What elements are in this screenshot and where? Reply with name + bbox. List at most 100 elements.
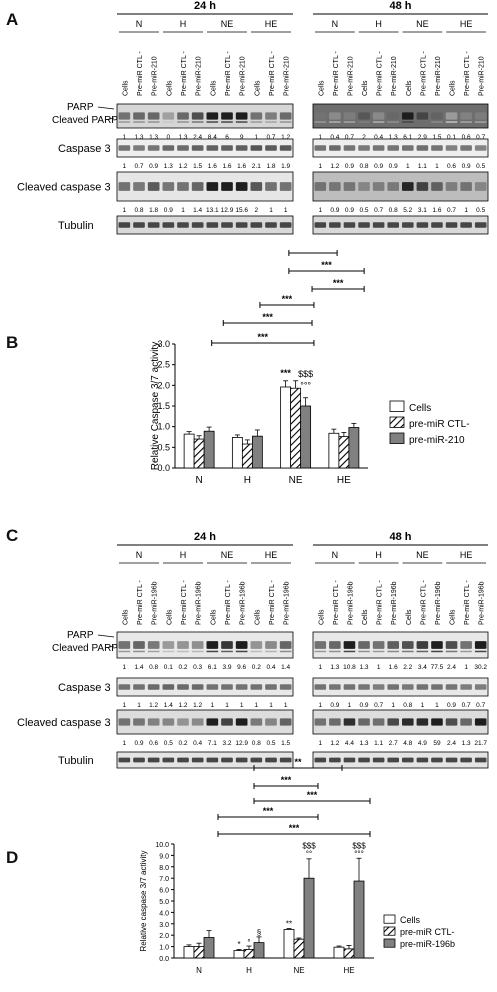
bar-0 bbox=[233, 950, 245, 959]
band-caspase3 bbox=[329, 145, 341, 151]
row-label-cleaved-caspase3: Cleaved caspase 3 bbox=[17, 717, 111, 729]
quant-value-cleaved_caspase3: 0.9 bbox=[164, 207, 173, 214]
row-label-tubulin: Tubulin bbox=[58, 755, 94, 767]
significance-label: *** bbox=[333, 278, 344, 288]
quant-value-cleaved_caspase3: 15.6 bbox=[235, 207, 248, 214]
band-cleaved-parp bbox=[445, 650, 458, 653]
lane-label: Pre-miR-196b bbox=[391, 581, 398, 625]
lane-label: Pre-miR-210 bbox=[479, 56, 486, 96]
band-cleaved_caspase3 bbox=[177, 182, 189, 191]
band-parp bbox=[445, 112, 458, 120]
quant-value-caspase3: 0.7 bbox=[462, 702, 471, 709]
legend-swatch bbox=[389, 432, 405, 444]
band-cleaved_caspase3 bbox=[265, 718, 277, 726]
band-caspase3 bbox=[162, 145, 175, 151]
band-cleaved_caspase3 bbox=[250, 718, 263, 726]
band-cleaved-parp bbox=[329, 121, 341, 123]
quant-value-cleaved_caspase3: 1 bbox=[123, 740, 127, 747]
band-cleaved_caspase3 bbox=[402, 182, 414, 191]
panel-label-c: C bbox=[6, 526, 19, 545]
band-cleaved_caspase3 bbox=[343, 718, 356, 726]
band-caspase3 bbox=[460, 684, 472, 690]
significance-label: *** bbox=[262, 312, 273, 322]
band-parp bbox=[329, 112, 341, 120]
band-cleaved-parp bbox=[177, 650, 189, 653]
band-caspase3 bbox=[372, 684, 385, 690]
band-tubulin bbox=[265, 222, 277, 228]
quant-value-cleaved_caspase3: 1 bbox=[181, 207, 185, 214]
band-caspase3 bbox=[474, 684, 487, 690]
band-caspase3 bbox=[343, 145, 356, 151]
quant-value-caspase3: 1.6 bbox=[222, 163, 231, 170]
band-tubulin bbox=[118, 222, 131, 228]
band-cleaved-parp bbox=[265, 650, 277, 653]
band-parp bbox=[431, 112, 443, 120]
band-tubulin bbox=[416, 757, 429, 763]
band-cleaved-parp bbox=[460, 650, 472, 653]
condition-label: N bbox=[136, 550, 143, 560]
lane-label: Cells bbox=[406, 609, 413, 625]
band-parp bbox=[206, 641, 219, 649]
row-label-tubulin: Tubulin bbox=[58, 220, 94, 232]
bar-2 bbox=[303, 877, 315, 959]
band-cleaved_caspase3 bbox=[250, 182, 263, 191]
quant-value-parp: 1.3 bbox=[134, 134, 143, 141]
lane-label: Pre-miR CTL - bbox=[181, 579, 188, 625]
band-cleaved-parp bbox=[177, 121, 189, 123]
mark-ne-mir-degree: °°° bbox=[300, 381, 311, 391]
lane-label: Pre-miR CTL - bbox=[137, 579, 144, 625]
lane-label: Pre-miR CTL - bbox=[420, 579, 427, 625]
band-cleaved-parp bbox=[329, 650, 341, 653]
band-cleaved-parp bbox=[235, 650, 248, 653]
condition-label: H bbox=[180, 19, 187, 29]
western-blot-panel-c: 24 h N Cells Pre-miR CTL - Pre-miR-196b H Cell… bbox=[17, 531, 489, 769]
row-label-caspase3: Caspase 3 bbox=[58, 682, 111, 694]
quant-value-parp: 2.4 bbox=[193, 134, 202, 141]
mark-ne-mir-dollar: $$$ bbox=[298, 369, 313, 379]
quant-value-caspase3: 1.6 bbox=[237, 163, 246, 170]
bar-2 bbox=[253, 942, 265, 959]
y-tick-label: 3.0 bbox=[159, 922, 169, 929]
y-tick-label: 0.5 bbox=[157, 442, 170, 452]
legend-label: pre-miR CTL- bbox=[409, 419, 470, 430]
band-parp bbox=[250, 112, 263, 120]
quant-value-cleaved_caspase3: 4.9 bbox=[418, 740, 427, 747]
quant-value-cleaved_caspase3: 0.7 bbox=[447, 207, 456, 214]
band-tubulin bbox=[329, 757, 341, 763]
significance-label: *** bbox=[263, 806, 274, 816]
band-tubulin bbox=[431, 222, 443, 228]
condition-label: HE bbox=[460, 550, 473, 560]
mark-he-mir-degree: °°° bbox=[354, 850, 364, 859]
quant-value-parp: 0.4 bbox=[330, 134, 339, 141]
band-parp bbox=[416, 112, 429, 120]
significance-label: ** bbox=[294, 757, 302, 767]
quant-value-cleaved_caspase3: 2 bbox=[255, 207, 259, 214]
band-parp bbox=[177, 641, 189, 649]
band-cleaved_caspase3 bbox=[206, 182, 219, 191]
band-caspase3 bbox=[265, 684, 277, 690]
band-tubulin bbox=[191, 222, 204, 228]
condition-label: H bbox=[375, 550, 382, 560]
band-cleaved_caspase3 bbox=[314, 182, 327, 191]
band-tubulin bbox=[177, 757, 189, 763]
quant-value-cleaved_caspase3: 7.1 bbox=[208, 740, 217, 747]
quant-value-cleaved_caspase3: 0.5 bbox=[360, 207, 369, 214]
panel-label-d: D bbox=[6, 848, 19, 867]
quant-value-parp: 1.3 bbox=[389, 134, 398, 141]
band-caspase3 bbox=[329, 684, 341, 690]
band-cleaved-parp bbox=[250, 121, 263, 123]
band-cleaved-parp bbox=[358, 650, 370, 653]
band-tubulin bbox=[265, 757, 277, 763]
band-cleaved-parp bbox=[191, 650, 204, 653]
mark-h-cells: * bbox=[237, 940, 240, 949]
band-tubulin bbox=[402, 757, 414, 763]
quant-value-caspase3: 1 bbox=[211, 702, 215, 709]
band-cleaved_caspase3 bbox=[162, 718, 175, 726]
lane-label: Pre-miR-210 bbox=[196, 56, 203, 96]
lane-label: Cells bbox=[362, 609, 369, 625]
band-cleaved-parp bbox=[147, 650, 160, 653]
band-cleaved-parp bbox=[474, 121, 487, 123]
panel-label-b: B bbox=[6, 333, 19, 352]
y-tick-label: 2.0 bbox=[159, 933, 169, 940]
quant-value-caspase3: 0.9 bbox=[447, 702, 456, 709]
